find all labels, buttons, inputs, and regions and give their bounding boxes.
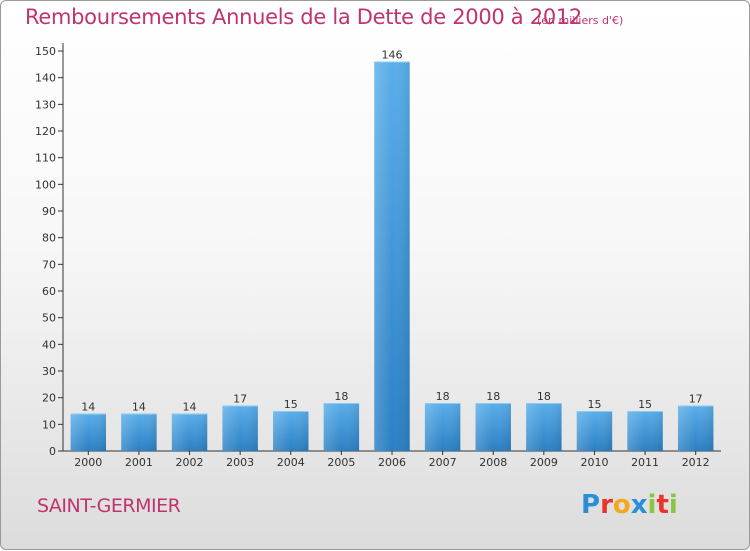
y-tick-label: 90 [42, 205, 56, 218]
x-tick-label: 2009 [530, 456, 558, 469]
logo-letter: t [656, 490, 669, 520]
bar-data-label: 146 [382, 49, 403, 62]
bar-shade [273, 411, 309, 451]
x-tick-label: 2008 [479, 456, 507, 469]
bar-data-label: 14 [132, 401, 146, 414]
x-tick-label: 2007 [429, 456, 457, 469]
y-tick-label: 100 [35, 178, 56, 191]
y-tick-label: 70 [42, 258, 56, 271]
bar-shade [323, 403, 360, 451]
y-tick-label: 110 [35, 152, 56, 165]
y-tick-label: 30 [42, 365, 56, 378]
x-tick-label: 2000 [74, 456, 102, 469]
y-tick-label: 120 [35, 125, 56, 138]
logo-letter: i [647, 490, 657, 520]
bar-shade [475, 403, 511, 451]
bar-shade [576, 411, 613, 451]
y-tick-label: 80 [42, 232, 56, 245]
x-tick-label: 2001 [125, 456, 153, 469]
y-tick-label: 40 [42, 338, 56, 351]
bar-data-label: 15 [638, 398, 652, 411]
y-tick-label: 0 [49, 445, 56, 458]
x-tick-label: 2006 [378, 456, 406, 469]
y-tick-label: 130 [35, 98, 56, 111]
bar-data-label: 14 [81, 401, 95, 414]
commune-name: SAINT-GERMIER [37, 495, 181, 517]
bar-shade [171, 413, 208, 451]
x-tick-label: 2004 [277, 456, 305, 469]
logo-letter: o [612, 490, 631, 520]
x-tick-label: 2002 [176, 456, 204, 469]
logo-letter: i [668, 490, 678, 520]
bar-data-label: 15 [284, 398, 298, 411]
y-tick-label: 20 [42, 392, 56, 405]
bar-data-label: 17 [689, 393, 703, 406]
logo-letter: P [581, 490, 601, 520]
bar-data-label: 18 [436, 390, 450, 403]
bar-data-label: 18 [334, 390, 348, 403]
y-tick-label: 60 [42, 285, 56, 298]
logo-letter: x [630, 490, 648, 520]
bar-shade [526, 403, 562, 451]
bar-shade [677, 405, 714, 451]
bar-data-label: 18 [537, 390, 551, 403]
bar-data-label: 17 [233, 393, 247, 406]
bar-data-label: 15 [587, 398, 601, 411]
proxiti-logo: Proxiti [581, 490, 678, 520]
bar-shade [374, 61, 410, 452]
bar-shade [121, 413, 157, 451]
bar-data-label: 18 [486, 390, 500, 403]
x-tick-label: 2012 [682, 456, 710, 469]
bar-shade [424, 403, 461, 451]
y-tick-label: 10 [42, 418, 56, 431]
bar-data-label: 14 [183, 401, 197, 414]
x-tick-label: 2005 [327, 456, 355, 469]
logo-letter: r [600, 490, 613, 520]
x-tick-label: 2010 [580, 456, 608, 469]
bar-shade [70, 413, 107, 451]
x-tick-label: 2011 [631, 456, 659, 469]
chart-title: Remboursements Annuels de la Dette de 20… [25, 5, 582, 29]
bar-shade [222, 405, 258, 451]
y-tick-label: 150 [35, 45, 56, 58]
chart-units: (en milliers d'€) [537, 14, 624, 27]
bar-shade [627, 411, 663, 451]
y-tick-label: 140 [35, 72, 56, 85]
x-tick-label: 2003 [226, 456, 254, 469]
y-tick-label: 50 [42, 312, 56, 325]
